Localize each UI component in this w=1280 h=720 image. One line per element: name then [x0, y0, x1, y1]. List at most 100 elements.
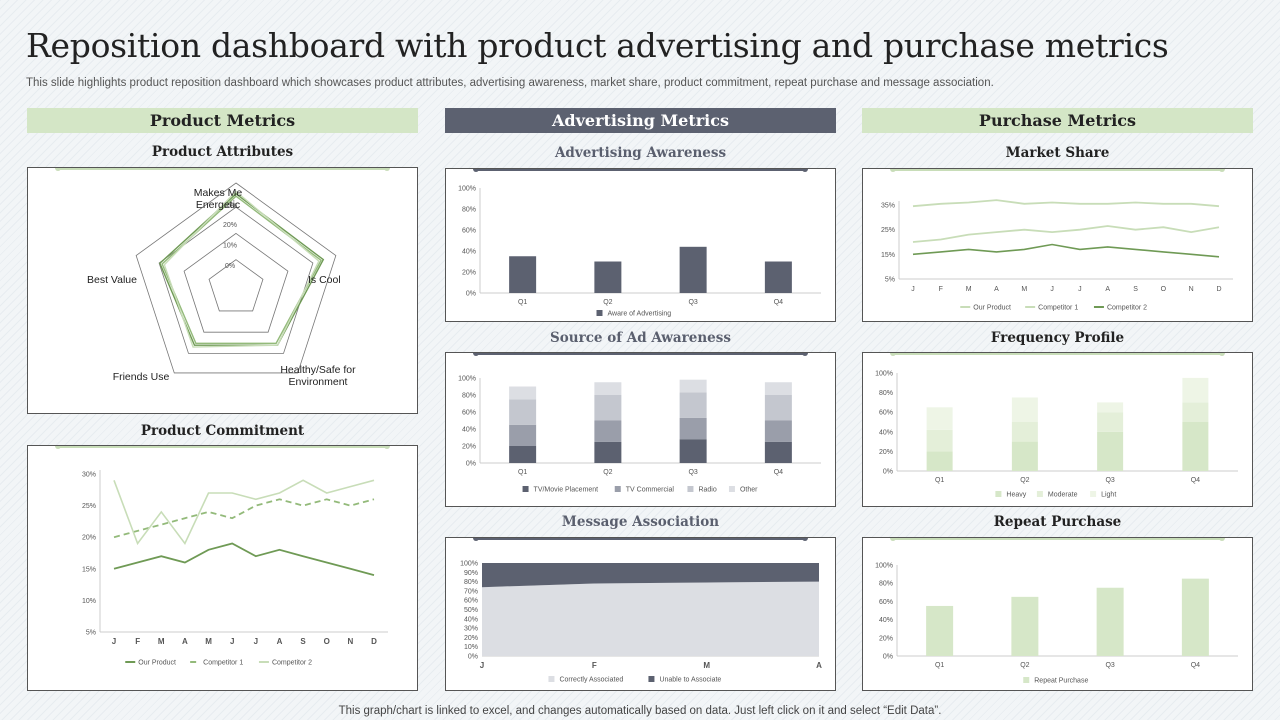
product_commitment-xtick: J — [254, 637, 258, 646]
product_commitment-xtick: M — [158, 637, 165, 646]
advertising_awareness-legend-swatch — [596, 310, 603, 316]
radar-axis-label: Environment — [289, 376, 348, 388]
message-association-title: Message Association — [561, 514, 720, 530]
radar-tick-label: 0% — [225, 263, 235, 270]
repeat_purchase-ytick: 40% — [879, 617, 893, 624]
frequency_profile-bar — [1011, 441, 1038, 471]
panel-accent-dot — [384, 168, 390, 171]
panel-accent-dot — [890, 353, 896, 356]
source_ad_awareness-ytick: 0% — [466, 461, 476, 468]
frequency_profile-legend-label: Moderate — [1048, 492, 1078, 499]
message-association-ytick: 10% — [464, 644, 478, 651]
frequency_profile-legend-label: Heavy — [1006, 492, 1026, 499]
radar-axis-label: Best Value — [87, 274, 137, 286]
frequency_profile-bar — [1097, 402, 1124, 413]
repeat_purchase-ytick: 0% — [883, 654, 893, 661]
market_share-xtick: M — [1021, 286, 1027, 293]
product_commitment-xtick: A — [277, 637, 283, 646]
advertising-metrics-header: Advertising Metrics — [445, 108, 836, 133]
radar-axis-label: Is Cool — [308, 274, 341, 286]
frequency_profile-bar — [1097, 431, 1124, 471]
frequency_profile-bar — [926, 429, 953, 452]
panel-accent-dot — [1219, 538, 1225, 541]
panel-accent-dot — [1219, 353, 1225, 356]
repeat_purchase-xtick: Q3 — [1105, 662, 1114, 669]
radar-series-outline — [159, 192, 325, 346]
frequency_profile-legend-label: Light — [1101, 492, 1116, 499]
product_commitment-legend-label: Our Product — [138, 660, 176, 667]
advertising_awareness-legend-label: Aware of Advertising — [608, 311, 672, 318]
market_share-xtick: O — [1161, 286, 1167, 293]
message-association-xtick: A — [816, 661, 822, 670]
panel-accent-dot — [890, 169, 896, 172]
panel-accent-dot — [1219, 169, 1225, 172]
market_share-xtick: N — [1189, 286, 1194, 293]
product_commitment-ytick: 10% — [82, 598, 96, 605]
radar-tick-label: 20% — [223, 222, 237, 229]
panel-accent-dot — [802, 538, 808, 541]
panel-accent-dot — [802, 169, 808, 172]
market_share-series-line — [912, 225, 1220, 243]
radar-axis-label: Makes Me — [194, 187, 243, 199]
radar-tick-label: 10% — [223, 242, 237, 249]
frequency_profile-ytick: 0% — [883, 469, 893, 476]
source_ad_awareness-ytick: 20% — [462, 444, 476, 451]
frequency_profile-xtick: Q3 — [1105, 477, 1114, 484]
message-association-ytick: 20% — [464, 635, 478, 642]
advertising_awareness-bar — [594, 261, 622, 293]
radar-gridline — [183, 232, 289, 333]
repeat_purchase-legend-label: Repeat Purchase — [1034, 678, 1088, 685]
market-share-chart: 5% 15% 25% 35% J F M A M J J A S O N D Our Product Compet… — [881, 169, 1233, 312]
radar-axis-label: Healthy/Safe for — [280, 364, 356, 376]
market_share-xtick: S — [1133, 286, 1138, 293]
frequency_profile-xtick: Q1 — [935, 477, 944, 484]
frequency-profile-panel: 0% 20% 40% 60% 80% 100% Q1 Q2 Q3 Q4 Heavy Moderate L… — [862, 352, 1253, 507]
panel-accent-dot — [473, 538, 479, 541]
message-association-ytick: 40% — [464, 616, 478, 623]
product_commitment-xtick: J — [112, 637, 116, 646]
source_ad_awareness-bar — [594, 420, 622, 442]
source_ad_awareness-bar — [764, 420, 792, 442]
message-association-xtick: F — [592, 661, 597, 670]
market_share-xtick: F — [939, 286, 943, 293]
message-association-legend-label: Unable to Associate — [659, 677, 721, 684]
repeat-purchase-panel: 0% 20% 40% 60% 80% 100% Q1 Q2 Q3 Q4 Repeat Purchas… — [862, 537, 1253, 691]
message-association-ytick: 0% — [468, 654, 478, 661]
advertising_awareness-bar — [764, 261, 792, 293]
repeat_purchase-ytick: 80% — [879, 581, 893, 588]
message-association-ytick: 50% — [464, 607, 478, 614]
frequency_profile-ytick: 80% — [879, 390, 893, 397]
source_ad_awareness-xtick: Q1 — [518, 469, 527, 476]
market-share-title: Market Share — [1005, 145, 1110, 161]
product_commitment-xtick: O — [324, 637, 330, 646]
panel-accent-dot — [473, 353, 479, 356]
message-association-legend-swatch — [648, 676, 655, 682]
product_commitment-xtick: A — [182, 637, 188, 646]
source_ad_awareness-bar — [594, 395, 622, 421]
market_share-xtick: J — [1078, 286, 1082, 293]
product_commitment-ytick: 5% — [86, 630, 96, 637]
repeat-purchase-title: Repeat Purchase — [993, 514, 1122, 530]
source_ad_awareness-xtick: Q3 — [688, 469, 697, 476]
repeat_purchase-ytick: 100% — [875, 563, 893, 570]
frequency_profile-bar — [1182, 402, 1209, 422]
repeat_purchase-xtick: Q4 — [1191, 662, 1200, 669]
product-commitment-panel: 5% 10% 15% 20% 25% 30% J F M A M J J A S O N D Our Product… — [27, 445, 418, 691]
advertising_awareness-ytick: 40% — [462, 249, 476, 256]
frequency_profile-bar — [926, 407, 953, 430]
repeat_purchase-xtick: Q2 — [1020, 662, 1029, 669]
product-attributes-title: Product Attributes — [151, 144, 294, 160]
source_ad_awareness-ytick: 40% — [462, 427, 476, 434]
radar-gridline — [135, 182, 337, 374]
product-commitment-chart: 5% 10% 15% 20% 25% 30% J F M A M J J A S O N D Our Product… — [55, 446, 390, 667]
panel-accent-dot — [55, 446, 61, 449]
panel-accent-dot — [473, 169, 479, 172]
source_ad_awareness-xtick: Q4 — [774, 469, 783, 476]
frequency_profile-bar — [1097, 412, 1124, 432]
page-title: Reposition dashboard with product advert… — [26, 26, 1169, 65]
source_ad_awareness-bar — [509, 424, 537, 446]
advertising_awareness-ytick: 0% — [466, 291, 476, 298]
panel-accent-dot — [384, 446, 390, 449]
message-association-xtick: J — [480, 661, 484, 670]
